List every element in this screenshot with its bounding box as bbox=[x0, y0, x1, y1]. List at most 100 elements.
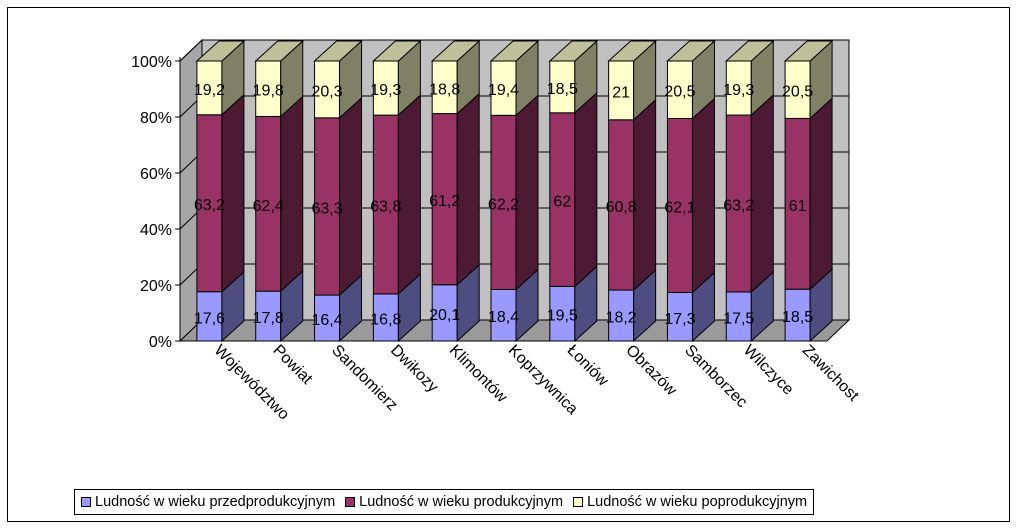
gridline bbox=[179, 39, 849, 62]
bar-3-1-top bbox=[195, 40, 246, 62]
data-label: 62 bbox=[553, 194, 571, 211]
bar-2-2-front bbox=[255, 115, 282, 292]
bar-3-1-front bbox=[196, 60, 223, 116]
bar-3-5-top bbox=[430, 40, 481, 62]
data-label: 17,6 bbox=[194, 310, 225, 327]
chart-frame: 0% 20% 40% 60% 80% 100% 17,6 63,2 19,2 Województw… bbox=[7, 7, 1010, 522]
legend-swatch bbox=[81, 497, 91, 507]
data-label: 61,2 bbox=[429, 193, 460, 210]
x-tick-label: Samborzec bbox=[681, 342, 750, 411]
legend-item: Ludność w wieku poprodukcyjnym bbox=[573, 494, 807, 510]
x-tick-label: Wilczyce bbox=[740, 342, 797, 399]
data-label: 63,8 bbox=[370, 199, 401, 216]
data-label: 16,4 bbox=[311, 312, 342, 329]
bar-2-5-side bbox=[456, 92, 480, 286]
bar-3-10-front bbox=[725, 60, 752, 116]
legend-label: Ludność w wieku przedprodukcyjnym bbox=[95, 494, 336, 510]
bar-1-8-front bbox=[608, 289, 635, 342]
data-label: 20,3 bbox=[311, 83, 342, 100]
bar-2-7-front bbox=[549, 112, 576, 287]
legend-item: Ludność w wieku przedprodukcyjnym bbox=[81, 494, 335, 510]
y-tick-label: 20% bbox=[140, 278, 172, 295]
x-tick-label: Powiat bbox=[269, 342, 315, 388]
data-label: 62,2 bbox=[488, 196, 519, 213]
bar-2-1-front bbox=[196, 114, 223, 293]
bar-3-10-top bbox=[724, 40, 775, 62]
legend-label: Ludność w wieku produkcyjnym bbox=[359, 494, 564, 510]
data-label: 17,3 bbox=[664, 311, 695, 328]
y-tick-label: 100% bbox=[131, 54, 172, 71]
y-tick-label: 80% bbox=[140, 110, 172, 127]
bar-3-11-top bbox=[783, 40, 834, 62]
bar-2-9-side bbox=[691, 97, 715, 294]
x-tick-label: Łoniów bbox=[563, 342, 611, 390]
data-label: 61 bbox=[789, 198, 807, 215]
data-label: 18,2 bbox=[606, 310, 637, 327]
bar-2-1-side bbox=[221, 93, 245, 293]
bar-2-4-side bbox=[397, 93, 421, 296]
bar-1-7-front bbox=[549, 285, 576, 342]
bar-1-9-front bbox=[666, 292, 693, 342]
bar-3-8-top bbox=[607, 40, 657, 62]
data-label: 18,4 bbox=[488, 309, 519, 326]
bar-2-8-side bbox=[633, 98, 657, 292]
data-label: 63,3 bbox=[311, 200, 342, 217]
bar-3-6-top bbox=[489, 40, 540, 62]
bar-2-3-front bbox=[314, 117, 341, 296]
y-tick-label: 60% bbox=[140, 166, 172, 183]
bar-2-11-side bbox=[809, 97, 833, 291]
chart: 0%20%40%60%80%100%17,663,219,2Województw… bbox=[131, 38, 862, 423]
legend-label: Ludność w wieku poprodukcyjnym bbox=[587, 494, 808, 510]
x-tick-label: Klimontów bbox=[446, 342, 511, 407]
data-label: 60,8 bbox=[606, 199, 637, 216]
data-label: 18,5 bbox=[547, 81, 578, 98]
legend-swatch bbox=[573, 497, 584, 507]
data-label: 62,1 bbox=[664, 199, 695, 216]
bar-2-6-side bbox=[515, 94, 539, 291]
data-label: 62,4 bbox=[253, 198, 284, 215]
bar-2-3-side bbox=[339, 96, 363, 297]
bar-3-11-front bbox=[784, 60, 811, 119]
x-tick-label: Dwikozy bbox=[387, 342, 441, 396]
data-label: 19,5 bbox=[547, 308, 578, 325]
y-tick-label: 0% bbox=[149, 334, 172, 351]
bar-2-2-side bbox=[280, 95, 304, 293]
bar-3-3-front bbox=[314, 60, 341, 119]
data-label: 16,8 bbox=[370, 311, 401, 328]
bar-2-9-front bbox=[666, 117, 693, 294]
data-label: 19,3 bbox=[370, 82, 401, 99]
legend: Ludność w wieku przedprodukcyjnym Ludność… bbox=[74, 489, 815, 515]
bar-1-11-front bbox=[784, 288, 811, 342]
bar-2-7-side bbox=[574, 91, 598, 288]
data-label: 17,5 bbox=[723, 311, 754, 328]
data-label: 20,5 bbox=[782, 84, 813, 101]
data-label: 63,2 bbox=[194, 197, 225, 214]
bar-3-9-front bbox=[666, 60, 693, 119]
bar-1-2-front bbox=[255, 290, 282, 342]
data-label: 19,3 bbox=[723, 82, 754, 99]
legend-swatch bbox=[345, 497, 356, 507]
x-tick-label: Obrazów bbox=[622, 342, 680, 400]
bar-3-9-top bbox=[666, 40, 716, 62]
bar-2-11-front bbox=[784, 117, 811, 290]
data-label: 17,8 bbox=[253, 310, 284, 327]
bar-2-8-front bbox=[608, 119, 635, 291]
data-label: 20,5 bbox=[664, 84, 695, 101]
data-label: 20,1 bbox=[429, 307, 460, 324]
bar-3-3-top bbox=[313, 40, 363, 62]
data-label: 21 bbox=[612, 84, 630, 101]
bar-2-6-front bbox=[490, 114, 517, 290]
bar-2-4-front bbox=[372, 114, 399, 295]
bar-2-10-side bbox=[750, 93, 774, 294]
bar-3-7-front bbox=[549, 60, 576, 114]
data-label: 63,2 bbox=[723, 198, 754, 215]
data-label: 18,8 bbox=[429, 81, 460, 98]
data-label: 19,4 bbox=[488, 82, 519, 99]
bar-3-2-front bbox=[255, 60, 282, 117]
bar-3-4-top bbox=[372, 40, 422, 62]
data-label: 19,2 bbox=[194, 82, 225, 99]
legend-item: Ludność w wieku produkcyjnym bbox=[345, 494, 563, 510]
y-tick-label: 40% bbox=[140, 222, 172, 239]
data-label: 19,8 bbox=[253, 83, 284, 100]
x-tick-label: Zawichost bbox=[799, 342, 862, 405]
